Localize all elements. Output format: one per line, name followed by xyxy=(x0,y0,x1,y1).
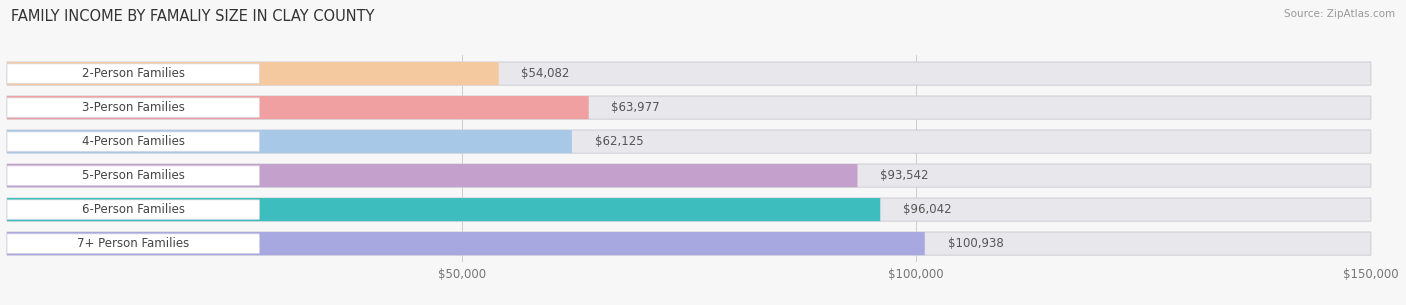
FancyBboxPatch shape xyxy=(7,164,858,187)
Text: 5-Person Families: 5-Person Families xyxy=(82,169,184,182)
Text: 2-Person Families: 2-Person Families xyxy=(82,67,184,80)
FancyBboxPatch shape xyxy=(7,98,259,117)
FancyBboxPatch shape xyxy=(7,198,880,221)
Text: 3-Person Families: 3-Person Families xyxy=(82,101,184,114)
FancyBboxPatch shape xyxy=(7,198,1371,221)
Text: $63,977: $63,977 xyxy=(612,101,659,114)
FancyBboxPatch shape xyxy=(7,232,925,255)
Text: $54,082: $54,082 xyxy=(522,67,569,80)
Text: $96,042: $96,042 xyxy=(903,203,952,216)
Text: $100,938: $100,938 xyxy=(948,237,1004,250)
Text: 4-Person Families: 4-Person Families xyxy=(82,135,184,148)
Text: 6-Person Families: 6-Person Families xyxy=(82,203,184,216)
Text: 7+ Person Families: 7+ Person Families xyxy=(77,237,190,250)
Text: FAMILY INCOME BY FAMALIY SIZE IN CLAY COUNTY: FAMILY INCOME BY FAMALIY SIZE IN CLAY CO… xyxy=(11,9,375,24)
FancyBboxPatch shape xyxy=(7,132,259,151)
FancyBboxPatch shape xyxy=(7,164,1371,187)
FancyBboxPatch shape xyxy=(7,62,499,85)
FancyBboxPatch shape xyxy=(7,62,1371,85)
Text: $62,125: $62,125 xyxy=(595,135,643,148)
FancyBboxPatch shape xyxy=(7,166,259,185)
Text: $93,542: $93,542 xyxy=(880,169,929,182)
FancyBboxPatch shape xyxy=(7,232,1371,255)
FancyBboxPatch shape xyxy=(7,200,259,219)
Text: Source: ZipAtlas.com: Source: ZipAtlas.com xyxy=(1284,9,1395,19)
FancyBboxPatch shape xyxy=(7,130,1371,153)
FancyBboxPatch shape xyxy=(7,234,259,253)
FancyBboxPatch shape xyxy=(7,96,589,119)
FancyBboxPatch shape xyxy=(7,64,259,83)
FancyBboxPatch shape xyxy=(7,130,572,153)
FancyBboxPatch shape xyxy=(7,96,1371,119)
